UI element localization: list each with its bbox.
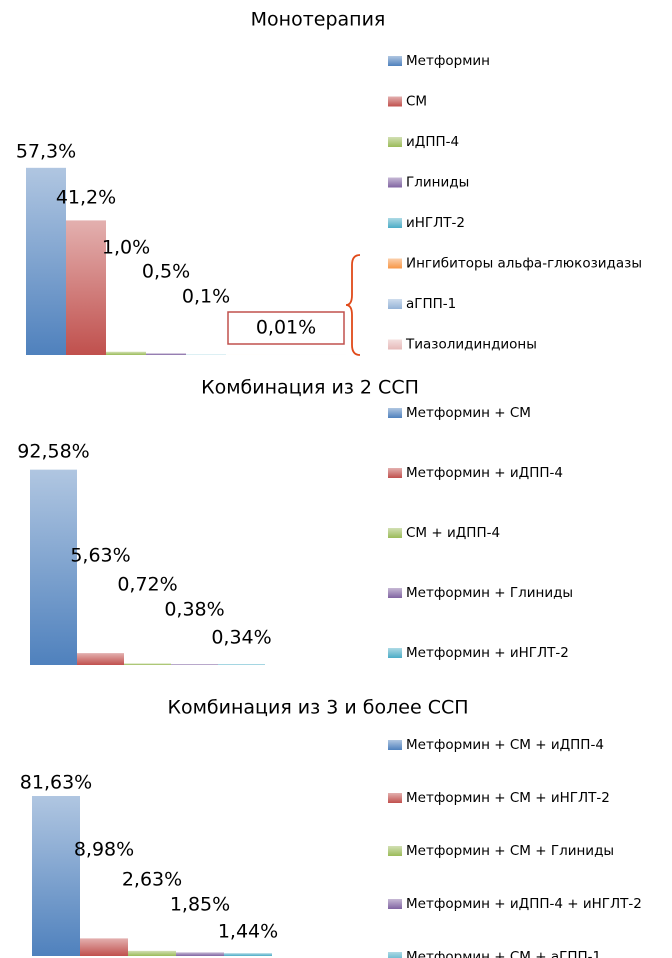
legend-label: Метформин + Глиниды xyxy=(406,585,573,601)
legend-label: Метформин + иДПП-4 xyxy=(406,465,563,481)
data-label: 92,58% xyxy=(17,441,89,463)
data-label: 0,72% xyxy=(117,574,177,596)
legend-swatch xyxy=(388,56,402,66)
legend-label: Глиниды xyxy=(406,175,469,191)
annotation-box xyxy=(227,311,345,345)
legend-label: Метформин + иНГЛТ-2 xyxy=(406,645,569,661)
legend-swatch xyxy=(388,408,402,418)
legend-label: иНГЛТ-2 xyxy=(406,215,465,231)
bar xyxy=(80,938,128,956)
bar xyxy=(106,351,146,355)
legend-swatch xyxy=(388,299,402,309)
legend-swatch xyxy=(388,258,402,269)
legend-label: СМ xyxy=(406,94,427,110)
data-label: 2,63% xyxy=(122,869,182,891)
bar xyxy=(146,353,186,355)
bar xyxy=(66,220,106,355)
bar xyxy=(218,664,265,665)
legend-swatch xyxy=(388,952,402,958)
legend-label: Ингибиторы альфа-глюкозидазы xyxy=(406,256,642,272)
legend-swatch xyxy=(388,339,402,350)
legend-label: Метформин + СМ + аГПП-1 xyxy=(406,949,601,958)
legend-swatch xyxy=(388,846,402,856)
data-label: 8,98% xyxy=(74,839,134,861)
legend-swatch xyxy=(388,218,402,228)
data-label: 1,0% xyxy=(102,237,150,259)
legend-swatch xyxy=(388,528,402,538)
chart-title: Комбинация из 2 ССП xyxy=(201,377,419,399)
legend-label: СМ + иДПП-4 xyxy=(406,525,500,541)
bar xyxy=(32,796,80,956)
data-label: 81,63% xyxy=(20,772,92,794)
legend-swatch xyxy=(388,177,402,188)
legend-label: Тиазолидиндионы xyxy=(405,337,537,353)
bar xyxy=(171,664,218,665)
legend-label: аГПП-1 xyxy=(406,296,456,312)
bar xyxy=(77,653,124,665)
annotation: 0,01% xyxy=(256,317,316,339)
legend-swatch xyxy=(388,740,402,750)
data-label: 41,2% xyxy=(56,187,116,209)
legend-label: Метформин + СМ + Глиниды xyxy=(406,843,614,859)
chart-title: Комбинация из 3 и более ССП xyxy=(167,697,468,719)
legend-swatch xyxy=(388,793,402,803)
legend-swatch xyxy=(388,137,402,147)
data-label: 0,38% xyxy=(164,599,224,621)
legend-swatch xyxy=(388,96,402,107)
data-label: 0,1% xyxy=(182,286,230,308)
bar xyxy=(30,469,77,665)
legend-label: Метформин + СМ + иНГЛТ-2 xyxy=(406,790,610,806)
bar xyxy=(224,953,272,956)
data-label: 0,5% xyxy=(142,261,190,283)
data-label: 5,63% xyxy=(70,545,130,567)
chart-title: Монотерапия xyxy=(251,9,386,31)
legend-swatch xyxy=(388,468,402,478)
data-label: 1,44% xyxy=(218,921,278,943)
bar xyxy=(128,950,176,956)
bracket xyxy=(345,254,361,356)
legend-label: Метформин + иДПП-4 + иНГЛТ-2 xyxy=(406,896,642,912)
legend-label: Метформин + СМ + иДПП-4 xyxy=(406,737,604,753)
legend-label: иДПП-4 xyxy=(406,134,459,150)
legend-label: Метформин + СМ xyxy=(406,405,531,421)
legend-swatch xyxy=(388,899,402,909)
bar xyxy=(26,167,66,355)
legend-label: Метформин xyxy=(406,53,490,69)
data-label: 57,3% xyxy=(16,141,76,163)
legend-swatch xyxy=(388,648,402,658)
data-label: 1,85% xyxy=(170,894,230,916)
bar xyxy=(124,663,171,665)
data-label: 0,34% xyxy=(211,627,271,649)
bar xyxy=(176,952,224,956)
legend-swatch xyxy=(388,588,402,598)
